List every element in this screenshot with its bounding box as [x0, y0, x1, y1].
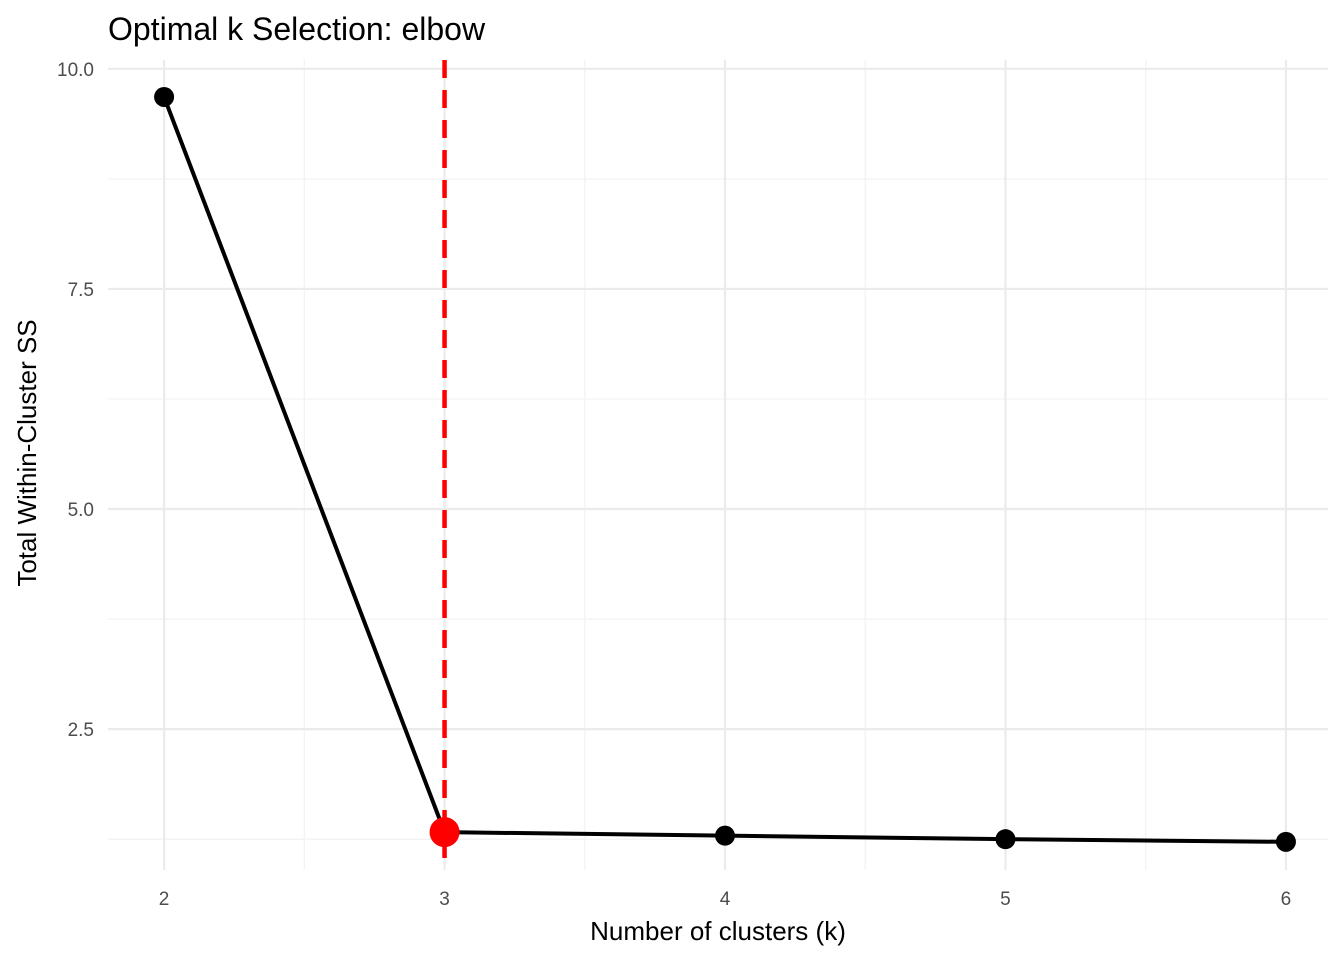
grid — [108, 60, 1328, 870]
x-axis-title: Number of clusters (k) — [590, 916, 846, 946]
x-tick-label: 6 — [1281, 889, 1292, 910]
x-tick-label: 2 — [159, 889, 170, 910]
data-point — [1275, 831, 1296, 852]
chart-title: Optimal k Selection: elbow — [108, 11, 486, 47]
tick-labels: 2.5 5.0 7.5 10.0 2 3 4 5 6 — [57, 60, 1291, 910]
y-tick-label: 10.0 — [57, 60, 94, 81]
x-tick-label: 3 — [439, 889, 450, 910]
optimal-k-point — [429, 817, 460, 848]
x-tick-label: 5 — [1000, 889, 1011, 910]
y-axis-title: Total Within-Cluster SS — [12, 319, 42, 586]
data-point — [995, 829, 1016, 850]
y-tick-label: 2.5 — [68, 720, 94, 741]
series-group — [154, 86, 1296, 852]
y-tick-label: 7.5 — [68, 280, 94, 301]
data-point — [715, 825, 736, 846]
x-tick-label: 4 — [720, 889, 731, 910]
y-tick-label: 5.0 — [68, 500, 94, 521]
data-point — [154, 86, 175, 107]
